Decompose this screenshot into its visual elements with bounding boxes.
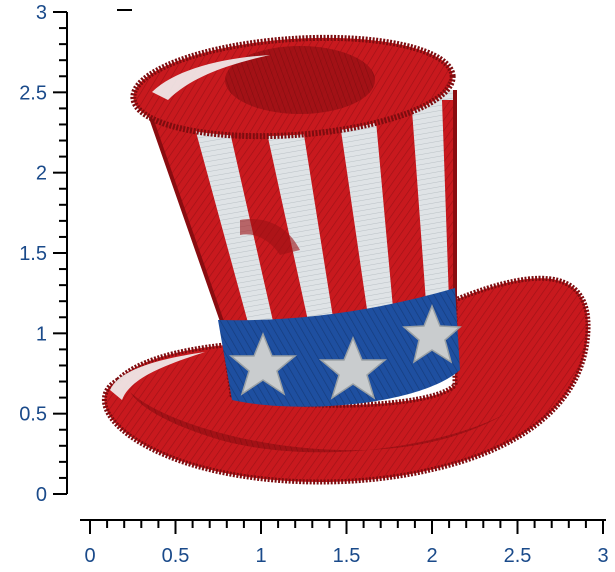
- x-tick-label: 2.5: [504, 545, 532, 567]
- y-tick-label: 1: [36, 323, 47, 345]
- horizontal-ruler: 0 0.5 1 1.5 2 2.5 3: [80, 519, 609, 567]
- hat-top-highlight: [152, 55, 270, 100]
- horizontal-ruler-ticks: [89, 520, 604, 534]
- x-tick-label: 1: [255, 545, 266, 567]
- hat-crown-outline: [148, 90, 457, 331]
- star-icon: [402, 303, 462, 364]
- hat-brim-shadow: [130, 392, 520, 453]
- vertical-ruler-ticks: [53, 11, 67, 495]
- vertical-ruler: 0 0.5 1 1.5 2 2.5 3: [19, 2, 132, 506]
- y-tick-label: 2: [36, 163, 47, 185]
- y-tick-label: 3: [36, 2, 47, 24]
- hat-brim-highlight: [110, 352, 205, 400]
- star-icon: [318, 336, 388, 400]
- x-tick-label: 3: [597, 545, 608, 567]
- y-tick-label: 0.5: [19, 404, 47, 426]
- x-tick-label: 2: [426, 545, 437, 567]
- x-tick-label: 0.5: [162, 545, 190, 567]
- horizontal-ruler-labels: 0 0.5 1 1.5 2 2.5 3: [84, 545, 608, 567]
- band-stars: [228, 303, 462, 400]
- hat-top-inner: [225, 46, 375, 114]
- top-hat-artwork: [101, 34, 591, 485]
- vertical-ruler-labels: 0 0.5 1 1.5 2 2.5 3: [19, 2, 47, 506]
- y-tick-label: 0: [36, 484, 47, 506]
- star-icon: [228, 332, 298, 396]
- x-tick-label: 1.5: [333, 545, 361, 567]
- x-tick-label: 0: [84, 545, 95, 567]
- y-tick-label: 1.5: [19, 243, 47, 265]
- y-tick-label: 2.5: [19, 82, 47, 104]
